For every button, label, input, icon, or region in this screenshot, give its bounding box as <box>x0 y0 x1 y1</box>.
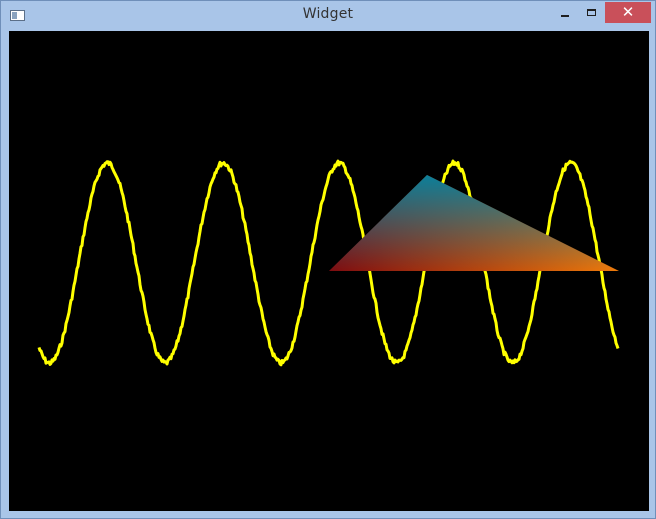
close-button[interactable]: ✕ <box>605 2 651 23</box>
app-icon[interactable] <box>10 10 25 21</box>
maximize-button[interactable] <box>578 2 605 23</box>
minimize-button[interactable] <box>552 2 578 23</box>
gradient-triangle-highlight <box>329 175 619 271</box>
title-bar[interactable]: Widget ✕ <box>1 1 655 31</box>
minimize-icon <box>561 14 569 17</box>
canvas-graphics <box>37 159 620 367</box>
close-icon: ✕ <box>621 3 635 21</box>
window-title: Widget <box>302 6 354 22</box>
drawing-canvas <box>9 31 649 511</box>
maximize-icon <box>587 9 596 16</box>
sine-wave <box>37 159 620 367</box>
